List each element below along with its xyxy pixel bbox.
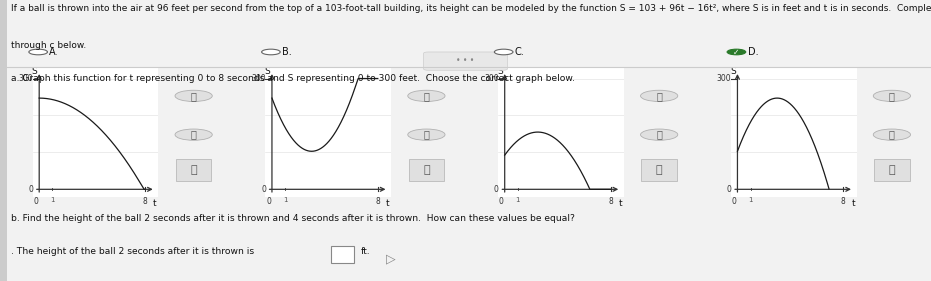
Text: 300: 300 [251,74,266,83]
Text: 8: 8 [375,198,380,207]
Text: 0: 0 [261,185,266,194]
Text: 0: 0 [499,198,504,207]
Text: ft.: ft. [361,247,371,256]
Text: t: t [852,199,855,208]
Text: ⧉: ⧉ [888,165,896,175]
Text: 0: 0 [28,185,34,194]
Text: 🔍: 🔍 [656,130,662,140]
Text: 8: 8 [142,198,147,207]
Text: t: t [154,199,156,208]
Text: 0: 0 [34,198,38,207]
Text: . The height of the ball 2 seconds after it is thrown is: . The height of the ball 2 seconds after… [11,247,254,256]
Text: 🔍: 🔍 [191,130,196,140]
Text: 300: 300 [717,74,732,83]
Text: 🔍: 🔍 [424,91,429,101]
Text: 0: 0 [732,198,736,207]
Text: S: S [32,67,37,76]
Text: a. Graph this function for t representing 0 to 8 seconds and S representing 0 to: a. Graph this function for t representin… [11,74,575,83]
Text: 300: 300 [19,74,34,83]
Text: 🔍: 🔍 [191,91,196,101]
Text: B.: B. [282,47,291,57]
Text: 0: 0 [493,185,499,194]
Text: D.: D. [748,47,758,57]
Text: If a ball is thrown into the air at 96 feet per second from the top of a 103-foo: If a ball is thrown into the air at 96 f… [11,4,931,13]
Text: ⧉: ⧉ [190,165,197,175]
Text: ▷: ▷ [386,253,396,266]
Text: t: t [386,199,389,208]
Text: 1: 1 [516,198,520,203]
Text: S: S [497,67,503,76]
Text: 8: 8 [608,198,613,207]
Text: through c below.: through c below. [11,41,87,50]
Text: ⧉: ⧉ [655,165,663,175]
Text: S: S [264,67,270,76]
Text: b. Find the height of the ball 2 seconds after it is thrown and 4 seconds after : b. Find the height of the ball 2 seconds… [11,214,575,223]
Text: 🔍: 🔍 [424,130,429,140]
Text: A.: A. [49,47,59,57]
Text: 0: 0 [726,185,732,194]
Text: 1: 1 [749,198,753,203]
Text: ✓: ✓ [734,47,739,56]
Text: 1: 1 [283,198,288,203]
Text: 🔍: 🔍 [656,91,662,101]
Text: t: t [619,199,622,208]
Text: 🔍: 🔍 [889,130,895,140]
Text: 0: 0 [266,198,271,207]
Text: S: S [730,67,735,76]
Text: • • •: • • • [456,56,475,65]
Text: ⧉: ⧉ [423,165,430,175]
Text: 8: 8 [841,198,845,207]
Text: 300: 300 [484,74,499,83]
Text: 🔍: 🔍 [889,91,895,101]
Text: 1: 1 [50,198,55,203]
Text: C.: C. [515,47,524,57]
